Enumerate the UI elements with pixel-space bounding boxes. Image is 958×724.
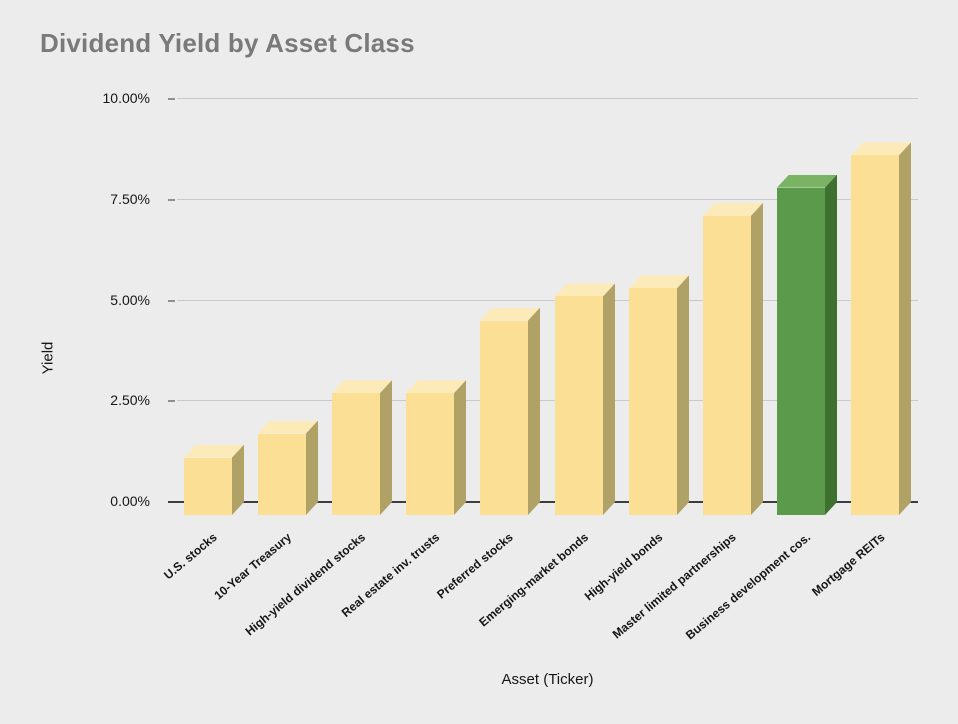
bar-high-yield-dividend-stocks[interactable] bbox=[332, 380, 392, 515]
y-axis-tick bbox=[168, 299, 175, 302]
x-category-label: Preferred stocks bbox=[434, 530, 516, 602]
gridline bbox=[177, 198, 918, 200]
bar-front-face bbox=[480, 320, 528, 515]
bar-side-face bbox=[899, 142, 911, 515]
bar-side-face bbox=[306, 420, 318, 515]
chart-title: Dividend Yield by Asset Class bbox=[40, 28, 415, 58]
x-category-label: Mortgage REITs bbox=[808, 530, 887, 599]
bar-emerging-market-bonds[interactable] bbox=[555, 283, 615, 515]
y-axis-tick bbox=[168, 198, 175, 201]
x-category-label: U.S. stocks bbox=[161, 530, 220, 583]
bar-side-face bbox=[380, 380, 392, 515]
bar-top-face bbox=[406, 380, 466, 394]
bar-side-face bbox=[528, 307, 540, 515]
y-tick-label: 5.00% bbox=[110, 291, 150, 308]
y-tick-label: 7.50% bbox=[110, 190, 150, 207]
bar-side-face bbox=[751, 202, 763, 515]
bar-preferred-stocks[interactable] bbox=[480, 307, 540, 515]
bar-front-face bbox=[184, 457, 232, 515]
bar-front-face bbox=[332, 393, 380, 515]
bar-top-face bbox=[851, 142, 911, 156]
bar-side-face bbox=[825, 174, 837, 515]
bar-side-face bbox=[232, 444, 244, 515]
bar-top-face bbox=[480, 307, 540, 321]
bar-front-face bbox=[629, 288, 677, 515]
gridline bbox=[177, 98, 918, 99]
bar-top-face bbox=[184, 444, 244, 458]
bar-front-face bbox=[555, 296, 603, 515]
x-category-label: 10-Year Treasury bbox=[211, 530, 294, 603]
bar-real-estate-inv-trusts[interactable] bbox=[406, 380, 466, 515]
bar-side-face bbox=[603, 283, 615, 515]
gridline bbox=[177, 299, 918, 301]
bar-top-face bbox=[555, 283, 615, 297]
y-axis-tick bbox=[168, 400, 175, 403]
x-axis-title: Asset (Ticker) bbox=[501, 671, 594, 688]
plot-area: 0.00% 2.50% 5.00% 7.50% 10.00% U.S. stocks 10-… bbox=[103, 90, 918, 642]
x-category-label: Master limited partnerships bbox=[609, 530, 739, 642]
bar-business-development-cos[interactable] bbox=[777, 174, 837, 515]
bar-front-face bbox=[777, 187, 825, 515]
bar-top-face bbox=[332, 380, 392, 394]
x-category-label: High-yield dividend stocks bbox=[242, 530, 368, 639]
y-tick-label: 2.50% bbox=[110, 392, 150, 409]
bar-10-year-treasury[interactable] bbox=[258, 420, 318, 515]
bar-high-yield-bonds[interactable] bbox=[629, 275, 689, 515]
gridline bbox=[177, 400, 918, 402]
bar-top-face bbox=[777, 174, 837, 188]
x-axis-line bbox=[168, 501, 918, 503]
bar-front-face bbox=[703, 215, 751, 515]
bar-side-face bbox=[677, 275, 689, 515]
x-category-label: High-yield bonds bbox=[581, 530, 665, 604]
bar-u-s-stocks[interactable] bbox=[184, 444, 244, 515]
bar-front-face bbox=[258, 433, 306, 515]
bar-top-face bbox=[258, 420, 318, 434]
bar-master-limited-partnerships[interactable] bbox=[703, 202, 763, 515]
bar-mortgage-reits[interactable] bbox=[851, 142, 911, 515]
y-tick-label: 0.00% bbox=[110, 493, 150, 509]
y-tick-label: 10.00% bbox=[102, 90, 150, 106]
y-axis-tick bbox=[168, 98, 175, 100]
bar-top-face bbox=[703, 202, 763, 216]
bar-side-face bbox=[454, 380, 466, 515]
y-axis-title: Yield bbox=[39, 341, 57, 375]
x-category-label: Business development cos. bbox=[682, 530, 813, 643]
bar-front-face bbox=[406, 393, 454, 515]
bar-top-face bbox=[629, 275, 689, 289]
bar-front-face bbox=[851, 155, 899, 515]
